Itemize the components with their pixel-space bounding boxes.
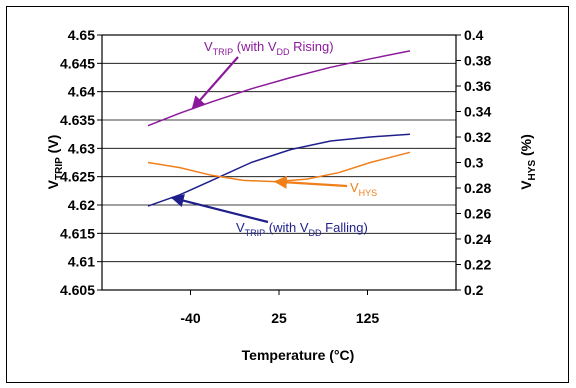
y-tick-label-right: 0.28 <box>464 180 491 196</box>
y-tick-label-left: 4.625 <box>60 169 95 185</box>
y-tick-label-left: 4.605 <box>60 282 95 298</box>
y-tick-label-right: 0.32 <box>464 129 491 145</box>
y-tick-label-right: 0.4 <box>464 27 484 43</box>
y-tick-label-right: 0.24 <box>464 231 491 247</box>
plot-area <box>101 34 457 291</box>
x-axis: -40 25 125 <box>180 290 379 326</box>
y-tick-label-left: 4.65 <box>68 27 95 43</box>
series-line-hys <box>147 151 411 183</box>
y-axis-left: 4.65 4.645 4.64 4.635 4.63 4.625 4.62 4.615 4.61… <box>60 27 102 298</box>
y-tick-label-left: 4.645 <box>60 55 95 71</box>
y-tick-label-right: 0.26 <box>464 206 491 222</box>
y-tick-label-right: 0.3 <box>464 155 484 171</box>
y-tick-label-right: 0.2 <box>464 282 484 298</box>
y-tick-label-left: 4.63 <box>68 140 95 156</box>
y-axis-right: 0.4 0.38 0.36 0.34 0.32 0.3 0.28 0.26 0.24 0.22 0.… <box>456 27 491 298</box>
x-tick-label: 125 <box>356 310 380 326</box>
y-tick-label-left: 4.635 <box>60 112 95 128</box>
series-line-falling <box>147 133 411 207</box>
y-tick-label-left: 4.615 <box>60 225 95 241</box>
annotation-hys: VHYS <box>350 180 377 198</box>
y-tick-label-left: 4.62 <box>68 197 95 213</box>
y-axis-title-left: VTRIP (V) <box>45 135 65 190</box>
y-tick-label-right: 0.34 <box>464 104 491 120</box>
annotation-arrow-rising <box>191 56 239 110</box>
y-tick-label-left: 4.61 <box>68 254 95 270</box>
y-tick-label-right: 0.36 <box>464 78 491 94</box>
annotation-arrow-hys <box>273 175 348 189</box>
annotation-falling: VTRIP (with VDD Falling) <box>236 220 368 238</box>
y-axis-title-right: VHYS (%) <box>518 134 538 190</box>
y-tick-label-right: 0.22 <box>464 257 491 273</box>
y-tick-label-left: 4.64 <box>68 84 95 100</box>
chart-frame <box>6 6 569 383</box>
annotation-rising: VTRIP (with VDD Rising) <box>204 39 334 57</box>
x-axis-title: Temperature (°C) <box>242 347 355 363</box>
annotation-arrow-falling <box>170 194 269 224</box>
grid <box>102 62 456 263</box>
x-tick-label: 25 <box>271 310 287 326</box>
series-line-rising <box>147 50 411 127</box>
annotations: VTRIP (with VDD Rising) VTRIP (with VDD F… <box>170 39 377 238</box>
y-tick-label-right: 0.38 <box>464 53 491 69</box>
x-tick-label: -40 <box>180 310 200 326</box>
